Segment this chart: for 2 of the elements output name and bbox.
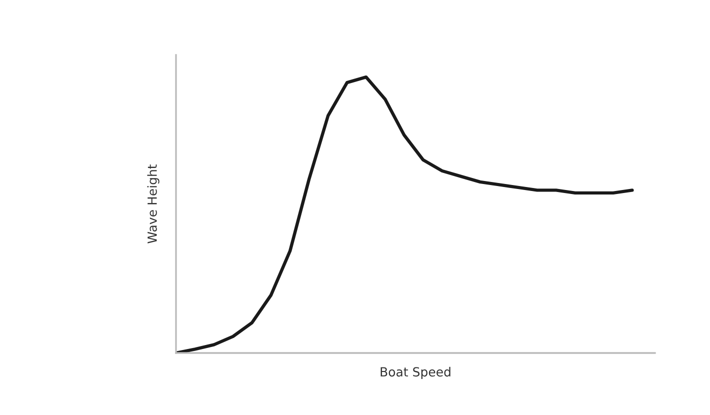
x-axis-title: Boat Speed [380, 366, 450, 379]
y-axis-title: Wave Height [147, 164, 160, 244]
